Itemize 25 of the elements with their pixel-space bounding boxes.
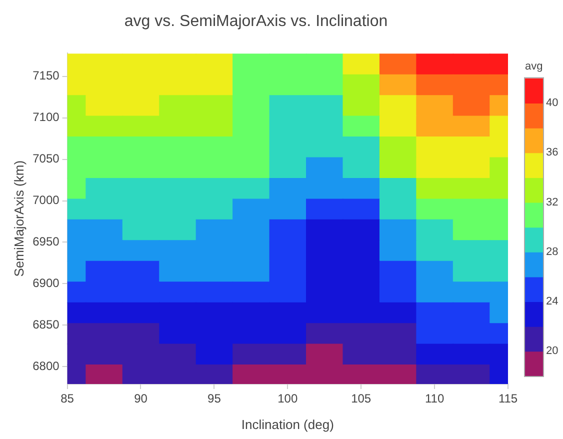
x-tick-label: 115 (498, 392, 518, 406)
x-tick-label: 90 (134, 392, 148, 406)
y-tick-label: 6950 (32, 234, 60, 249)
y-tick-label: 7100 (32, 110, 60, 124)
y-tick-label: 6850 (32, 317, 60, 332)
color-bar-label: 28 (546, 246, 558, 258)
color-bar-label: 24 (546, 296, 558, 308)
x-tick-label: 85 (60, 392, 74, 406)
y-tick-label: 6900 (32, 276, 60, 290)
y-axis-title: SemiMajorAxis (km) (11, 160, 26, 277)
x-tick-label: 95 (208, 392, 222, 406)
color-bar-label: 40 (546, 97, 558, 110)
color-bar-label: 32 (546, 196, 558, 208)
y-tick-label: 7050 (32, 152, 60, 166)
color-bar-label: 20 (546, 345, 558, 358)
x-axis-title: Inclination (deg) (241, 416, 334, 432)
y-tick-label: 7000 (32, 193, 60, 208)
y-tick-label: 6800 (32, 358, 60, 373)
color-bar-label: 36 (546, 146, 558, 159)
x-tick-label: 110 (424, 392, 444, 406)
y-tick-label: 7150 (32, 68, 60, 83)
x-tick-label: 105 (351, 392, 372, 406)
color-bar-title: avg (525, 60, 543, 73)
x-tick-label: 100 (278, 392, 298, 406)
chart-title: avg vs. SemiMajorAxis vs. Inclination (124, 13, 388, 30)
